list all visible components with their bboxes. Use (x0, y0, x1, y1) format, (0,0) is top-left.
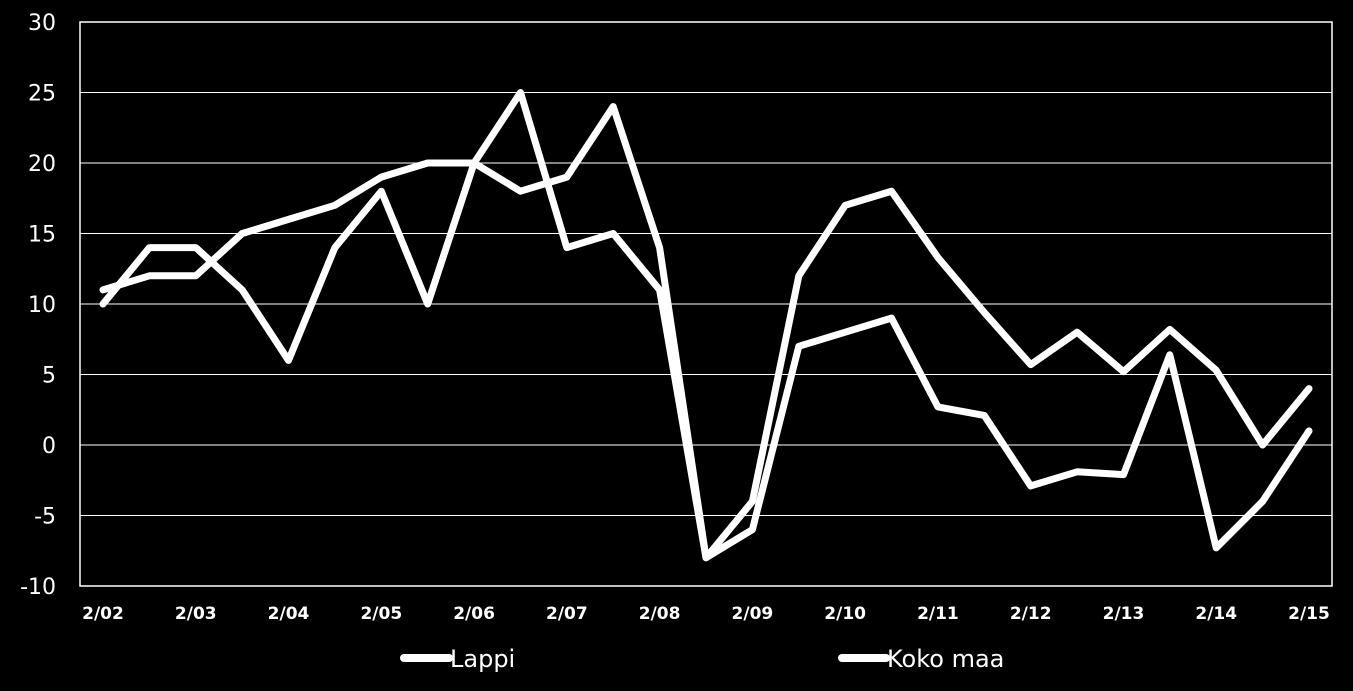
x-tick-label: 2/15 (1288, 604, 1330, 624)
legend-label-lappi: Lappi (450, 645, 515, 673)
x-axis-ticks: 2/02 2/03 2/04 2/05 2/06 2/07 2/08 2/09 2/10 2/11… (82, 604, 1330, 624)
series-line-koko-maa (99, 103, 1313, 562)
y-tick-label: -5 (34, 505, 56, 530)
x-tick-label: 2/02 (82, 604, 124, 624)
x-tick-label: 2/05 (360, 604, 402, 624)
x-tick-label: 2/13 (1103, 604, 1145, 624)
x-tick-label: 2/10 (824, 604, 866, 624)
series-lines (99, 89, 1313, 562)
legend-label-koko-maa: Koko maa (887, 645, 1004, 673)
y-axis-ticks: 30 25 20 15 10 5 0 -5 -10 (20, 11, 56, 600)
x-tick-label: 2/11 (917, 604, 959, 624)
x-tick-label: 2/06 (453, 604, 495, 624)
y-tick-label: 5 (42, 364, 56, 389)
x-tick-label: 2/08 (639, 604, 681, 624)
y-tick-label: -10 (20, 575, 56, 600)
grid-lines (80, 92, 1332, 516)
y-tick-label: 10 (28, 293, 56, 318)
y-tick-label: 15 (28, 223, 56, 248)
x-tick-label: 2/12 (1010, 604, 1052, 624)
x-tick-label: 2/14 (1195, 604, 1237, 624)
legend: Lappi Koko maa (400, 645, 1004, 673)
y-tick-label: 30 (28, 11, 56, 36)
x-tick-label: 2/04 (268, 604, 310, 624)
x-tick-label: 2/07 (546, 604, 588, 624)
x-tick-label: 2/09 (732, 604, 774, 624)
y-tick-label: 25 (28, 82, 56, 107)
y-tick-label: 0 (42, 434, 56, 459)
x-tick-label: 2/03 (175, 604, 217, 624)
y-tick-label: 20 (28, 152, 56, 177)
